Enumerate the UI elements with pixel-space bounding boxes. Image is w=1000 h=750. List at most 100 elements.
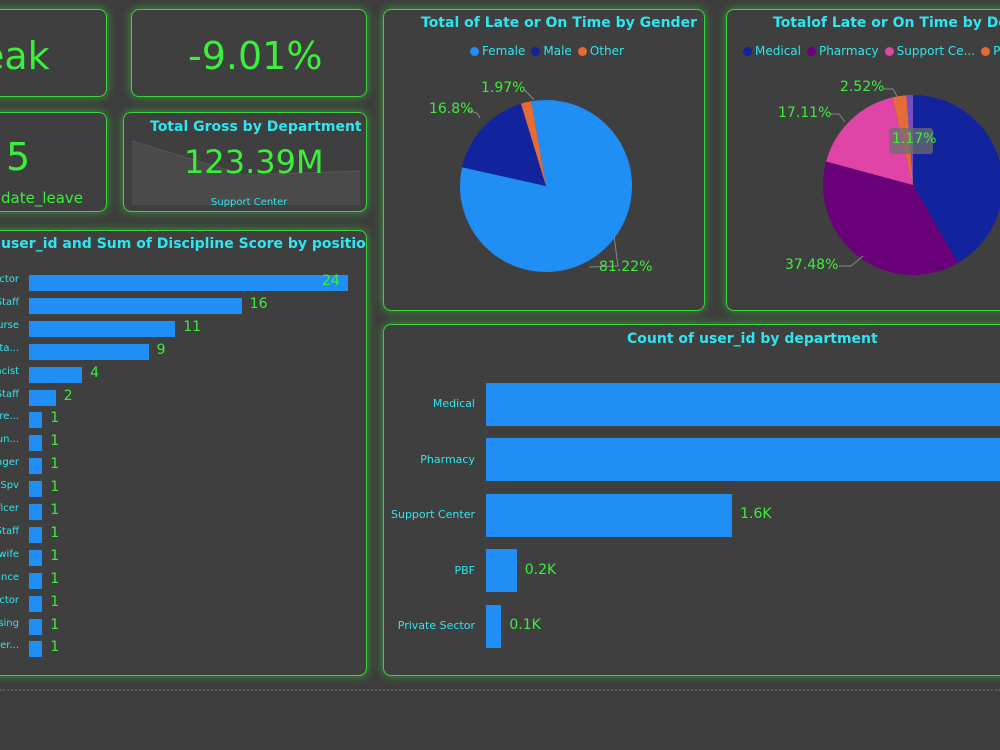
gender-pie-label: 81.22%: [599, 259, 653, 275]
legend-label: PBF: [993, 44, 1000, 58]
legend-label: Support Ce...: [896, 44, 976, 58]
discipline-category-label: wife: [0, 548, 19, 560]
dept-pie-slice[interactable]: [826, 97, 913, 185]
gender-leader-line: [588, 235, 619, 268]
discipline-category-label: Spv: [0, 480, 19, 492]
dept-leader-line: [884, 88, 898, 97]
legend-label: Medical: [755, 44, 801, 58]
dept-count-category-label: Private Sector: [397, 619, 475, 632]
discipline-bar[interactable]: [29, 435, 43, 452]
legend-item[interactable]: PBF: [981, 44, 1000, 58]
dept-pie-title: Totalof Late or On Time by Depa: [773, 15, 1000, 31]
discipline-bar[interactable]: [29, 320, 176, 337]
discipline-data-label: 1: [50, 593, 60, 610]
gender-pie-label: 16.8%: [429, 101, 474, 117]
legend-swatch: [806, 46, 816, 56]
dept-pie-label: 2.52%: [840, 79, 885, 95]
kpi-top-left-value: eak: [0, 34, 50, 78]
gender-pie-chart: [460, 89, 632, 272]
gender-pie-slice[interactable]: [462, 103, 546, 186]
legend-swatch: [531, 46, 541, 56]
discipline-data-label: 1: [50, 639, 60, 656]
gender-legend: Female Male Other: [470, 44, 624, 58]
discipline-data-label: 1: [50, 547, 60, 564]
dept-pie-card: Totalof Late or On Time by Depa Medical P…: [726, 9, 1000, 311]
legend-item[interactable]: Medical: [743, 44, 801, 58]
dept-pie-label: 17.11%: [778, 105, 832, 121]
dept-count-bar[interactable]: [486, 438, 1000, 481]
discipline-bar[interactable]: [29, 297, 242, 314]
kpi-card-date-leave: 5 date_leave: [0, 112, 107, 212]
discipline-data-label: 16: [249, 295, 268, 312]
kpi-card-top-left: eak: [0, 9, 107, 97]
discipline-bar[interactable]: [29, 504, 43, 520]
discipline-bar[interactable]: [29, 572, 43, 589]
dept-count-bar[interactable]: [486, 382, 1000, 426]
legend-item[interactable]: Support Ce...: [884, 44, 976, 58]
dept-leader-line: [830, 113, 846, 123]
dept-count-card: Count of user_id by department Medical Ph…: [383, 324, 1000, 676]
discipline-data-label: 2: [63, 387, 73, 404]
legend-label: Other: [589, 44, 624, 58]
discipline-title: user_id and Sum of Discipline Score by p…: [1, 236, 367, 252]
discipline-category-label: er...: [0, 640, 19, 652]
discipline-data-label: 1: [50, 433, 60, 450]
legend-label: Male: [543, 44, 572, 58]
gender-title: Total of Late or On Time by Gender: [421, 15, 697, 31]
dept-count-data-label: 0.1K: [509, 617, 541, 633]
discipline-bar[interactable]: [29, 458, 43, 475]
legend-label: Female: [482, 44, 526, 58]
discipline-category-label: Sta...: [0, 342, 19, 354]
discipline-bar[interactable]: [29, 481, 43, 498]
discipline-data-label: 1: [50, 524, 60, 541]
legend-item[interactable]: Male: [531, 44, 572, 58]
discipline-bar[interactable]: [29, 275, 348, 291]
legend-item[interactable]: Pharmacy: [806, 44, 879, 58]
discipline-bar[interactable]: [29, 526, 43, 543]
legend-swatch: [884, 46, 894, 56]
dept-pie-chart: [823, 88, 1000, 276]
discipline-bar[interactable]: [29, 549, 43, 566]
legend-item[interactable]: Female: [470, 44, 525, 58]
discipline-category-label: re...: [0, 411, 19, 423]
dept-pie-slice[interactable]: [823, 161, 958, 276]
dept-count-title: Count of user_id by department: [627, 331, 878, 347]
discipline-data-label: 4: [90, 364, 100, 381]
discipline-bar[interactable]: [29, 389, 56, 406]
kpi-card-change: -9.01%: [131, 9, 367, 97]
legend-swatch: [470, 46, 479, 56]
discipline-card: user_id and Sum of Discipline Score by p…: [0, 230, 367, 676]
discipline-category-label: ctor: [0, 274, 19, 285]
dept-count-data-label: 1.6K: [740, 506, 772, 522]
gender-card: Total of Late or On Time by Gender Femal…: [383, 9, 705, 311]
dept-count-bar[interactable]: [486, 549, 517, 592]
discipline-data-label: 1: [50, 616, 60, 633]
dept-pie-tooltip: 1.17%: [889, 128, 937, 154]
gender-pie-slice[interactable]: [521, 101, 546, 186]
kpi-date-leave-label: date_leave: [1, 189, 84, 207]
discipline-bar[interactable]: [29, 343, 149, 360]
dept-pie-slice[interactable]: [913, 95, 1000, 264]
discipline-data-label: 1: [50, 410, 60, 427]
discipline-bar[interactable]: [29, 618, 43, 635]
discipline-category-label: ance: [0, 571, 19, 583]
discipline-bar[interactable]: [29, 641, 43, 658]
discipline-category-label: Staff: [0, 525, 19, 537]
legend-item[interactable]: Other: [577, 44, 624, 58]
discipline-bar[interactable]: [29, 595, 43, 612]
discipline-category-label: Staff: [0, 296, 19, 308]
dept-pie-tooltip-text: 1.17%: [892, 131, 937, 147]
gender-pie-label: 1.97%: [481, 80, 526, 96]
discipline-category-label: un...: [0, 434, 19, 446]
legend-swatch: [981, 46, 991, 56]
kpi-date-leave-value: 5: [6, 135, 31, 179]
discipline-bar[interactable]: [29, 366, 83, 383]
discipline-data-label: 1: [50, 502, 60, 518]
dept-count-bar[interactable]: [486, 604, 502, 648]
dept-count-category-label: Support Center: [390, 508, 475, 521]
discipline-category-label: ager: [0, 457, 19, 469]
dept-count-bar[interactable]: [486, 493, 733, 537]
gender-leader-line: [466, 109, 481, 119]
discipline-category-label: ficer: [0, 503, 19, 514]
discipline-bar[interactable]: [29, 412, 43, 429]
